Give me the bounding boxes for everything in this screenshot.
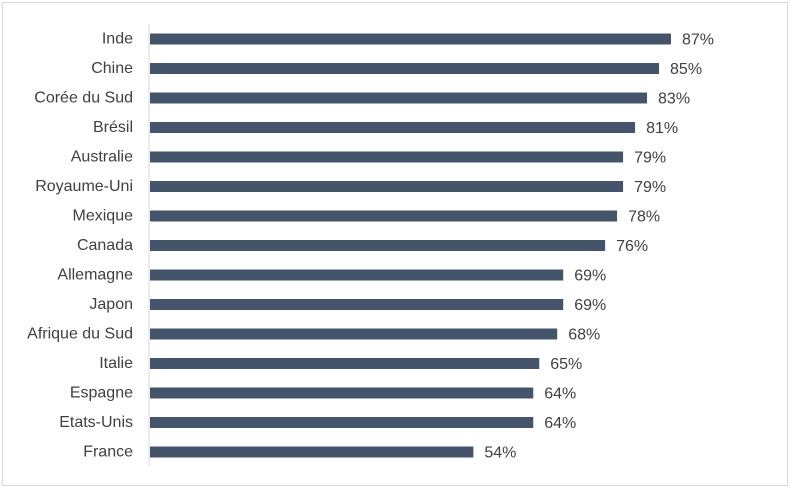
bars bbox=[150, 33, 671, 458]
bar bbox=[150, 210, 618, 222]
category-label: Afrique du Sud bbox=[27, 326, 133, 343]
value-label: 64% bbox=[544, 415, 576, 432]
category-label: Brésil bbox=[93, 119, 133, 136]
bar bbox=[150, 328, 558, 340]
bar bbox=[150, 122, 636, 133]
value-label: 87% bbox=[682, 32, 714, 49]
bar bbox=[150, 387, 534, 399]
bar bbox=[150, 151, 624, 163]
bar bbox=[150, 63, 660, 74]
category-label: Mexique bbox=[73, 208, 134, 225]
category-label: France bbox=[83, 444, 133, 461]
value-label: 65% bbox=[550, 356, 582, 373]
category-label: Corée du Sud bbox=[34, 90, 133, 107]
value-label: 54% bbox=[484, 445, 516, 462]
category-label: Inde bbox=[102, 31, 133, 48]
category-label: Espagne bbox=[70, 385, 133, 402]
value-label: 76% bbox=[616, 238, 648, 255]
category-label: Etats-Unis bbox=[59, 414, 133, 431]
category-label: Royaume-Uni bbox=[35, 178, 133, 195]
category-label: Chine bbox=[91, 60, 133, 77]
bar bbox=[150, 358, 540, 369]
category-label: Italie bbox=[99, 355, 133, 372]
value-labels: 87% 85% 83% 81% 79% 79% 78% 76% 69% 69% 68% 65% 64% 6… bbox=[484, 32, 714, 462]
category-label: Australie bbox=[71, 149, 133, 166]
value-label: 69% bbox=[574, 268, 606, 285]
value-label: 79% bbox=[634, 150, 666, 167]
bar bbox=[150, 240, 606, 251]
value-label: 83% bbox=[658, 91, 690, 108]
category-label: Allemagne bbox=[57, 267, 133, 284]
category-labels: Inde Chine Corée du Sud Brésil Australie Roya… bbox=[27, 31, 133, 461]
category-label: Japon bbox=[89, 296, 133, 313]
bar bbox=[150, 33, 671, 45]
bar bbox=[150, 92, 648, 104]
value-label: 78% bbox=[628, 209, 660, 226]
bar bbox=[150, 299, 564, 310]
value-label: 69% bbox=[574, 297, 606, 314]
value-label: 81% bbox=[646, 120, 678, 137]
category-label: Canada bbox=[77, 237, 133, 254]
bar bbox=[150, 181, 624, 192]
value-label: 68% bbox=[568, 327, 600, 344]
value-label: 79% bbox=[634, 179, 666, 196]
bar bbox=[150, 417, 534, 428]
bar bbox=[150, 269, 564, 281]
bar bbox=[150, 446, 474, 458]
value-label: 64% bbox=[544, 386, 576, 403]
value-label: 85% bbox=[670, 61, 702, 78]
